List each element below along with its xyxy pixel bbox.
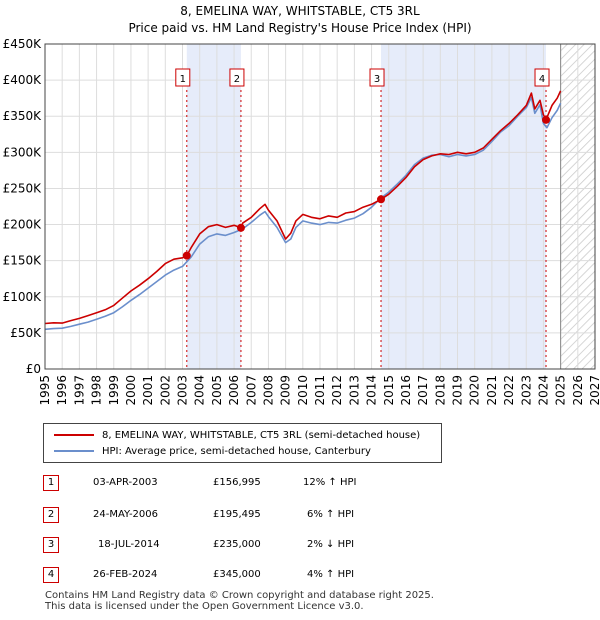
sale-hpi-diff: 2% ↓ HPI [307,539,355,550]
x-tick-label: 2012 [330,375,344,406]
sale-date: 18-JUL-2014 [98,539,160,550]
sale-price: £195,495 [213,509,261,520]
x-tick-label: 2006 [227,375,241,406]
legend-swatch-property [54,434,94,436]
sale-period-shade [381,44,547,369]
x-tick-label: 2022 [502,375,516,406]
x-tick-label: 2003 [176,375,190,406]
sale-label-box [369,68,385,87]
price-chart: 1 2 3 4 £0 £50K £100K £150K £200K £250K £300K £350K… [3,37,600,406]
x-tick-label: 2025 [554,375,568,406]
x-tick-label: 2018 [433,375,447,406]
x-tick-label: 2013 [347,375,361,406]
x-tick-label: 2020 [468,375,482,406]
sale-price: £156,995 [213,477,261,488]
sale-label-number: 1 [180,74,186,85]
chart-title: 8, EMELINA WAY, WHITSTABLE, CT5 3RL [180,4,420,18]
y-tick-label: £350K [3,109,43,123]
sale-date: 24-MAY-2006 [93,509,159,520]
chart-subtitle: Price paid vs. HM Land Registry's House … [128,21,472,35]
x-tick-label: 2027 [588,375,600,406]
sale-label-box [175,68,191,87]
y-tick-label: £200K [3,218,43,232]
x-tick-label: 2015 [382,375,396,406]
sale-number-badge: 2 [43,507,59,523]
sale-hpi-diff: 4% ↑ HPI [307,569,355,580]
x-tick-label: 2000 [124,375,138,406]
x-tick-label: 2019 [451,375,465,406]
sale-label-box [229,68,245,87]
hpi-line [44,96,562,331]
sale-hpi-diff: 6% ↑ HPI [307,509,355,520]
sale-number-badge: 1 [43,475,59,491]
legend-swatch-hpi [54,450,94,452]
x-tick-label: 2024 [536,375,550,406]
sale-price: £345,000 [213,569,261,580]
sale-date: 03-APR-2003 [93,477,158,488]
sale-point [182,251,191,260]
sale-price: £235,000 [213,539,261,550]
x-tick-label: 2005 [210,375,224,406]
x-tick-label: 2026 [571,375,585,406]
x-tick-label: 2023 [519,375,533,406]
plot-frame [44,43,596,370]
x-tick-label: 2004 [193,375,207,406]
x-tick-label: 1996 [55,375,69,406]
x-tick-label: 1997 [72,375,86,406]
footer-copyright: Contains HM Land Registry data © Crown c… [45,590,434,601]
sale-label-number: 3 [374,74,380,85]
sale-point [377,195,386,204]
x-tick-label: 1999 [107,375,121,406]
x-tick-label: 2002 [158,375,172,406]
legend-label-hpi: HPI: Average price, semi-detached house,… [102,445,371,457]
y-tick-label: £0 [26,362,41,376]
footer-attribution: Contains HM Land Registry data © Crown c… [45,590,434,612]
y-tick-label: £100K [3,290,43,304]
sale-label-number: 2 [234,74,240,85]
x-tick-label: 1995 [38,375,52,406]
sale-label-number: 4 [539,74,545,85]
x-tick-label: 2007 [244,375,258,406]
sale-number-badge: 3 [43,537,59,553]
y-tick-label: £50K [10,326,42,340]
x-tick-label: 2001 [141,375,155,406]
y-tick-label: £400K [3,73,43,87]
y-tick-label: £300K [3,145,43,159]
sale-point [236,223,245,232]
x-tick-label: 2014 [365,375,379,406]
chart-legend: 8, EMELINA WAY, WHITSTABLE, CT5 3RL (sem… [43,423,442,463]
property-price-line [44,90,562,325]
x-tick-label: 2011 [313,375,327,406]
sale-label-box [534,68,550,87]
y-tick-label: £250K [3,181,43,195]
x-tick-label: 1998 [90,375,104,406]
sale-period-shade [186,44,241,369]
sale-date: 26-FEB-2024 [93,569,158,580]
footer-license: This data is licensed under the Open Gov… [45,601,364,612]
legend-item-hpi: HPI: Average price, semi-detached house,… [54,444,371,458]
sale-number-badge: 4 [43,567,59,583]
x-tick-label: 2008 [261,375,275,406]
x-tick-label: 2021 [485,375,499,406]
sale-hpi-diff: 12% ↑ HPI [303,477,357,488]
legend-label-property: 8, EMELINA WAY, WHITSTABLE, CT5 3RL (sem… [102,429,421,441]
legend-item-property: 8, EMELINA WAY, WHITSTABLE, CT5 3RL (sem… [54,428,420,442]
x-tick-label: 2016 [399,375,413,406]
y-tick-label: £150K [3,254,43,268]
x-tick-label: 2009 [279,375,293,406]
x-tick-label: 2017 [416,375,430,406]
y-tick-label: £450K [3,37,43,51]
sale-point [542,115,551,124]
x-tick-label: 2010 [296,375,310,406]
